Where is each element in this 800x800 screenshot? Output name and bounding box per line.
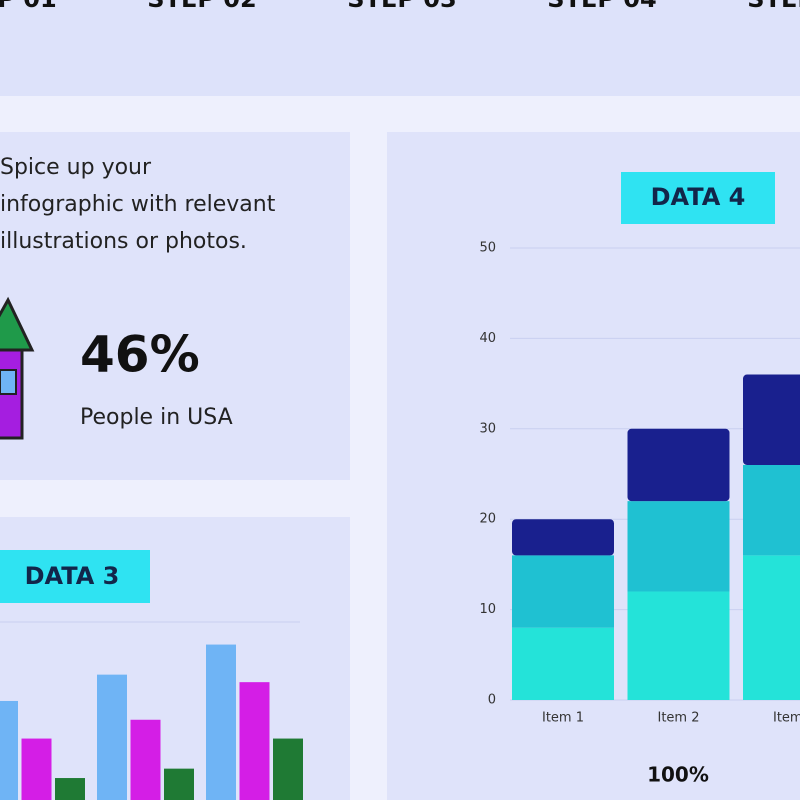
bar <box>273 738 303 800</box>
bar-segment <box>512 627 614 700</box>
bar-segment <box>512 519 614 556</box>
bar-segment <box>512 555 614 628</box>
chart-title: DATA 4 <box>651 183 746 211</box>
y-tick-label: 10 <box>479 602 496 617</box>
info-line: illustrations or photos. <box>0 229 247 254</box>
y-tick-label: 30 <box>479 421 496 436</box>
step: STEP 05 <box>747 0 800 13</box>
steps: STEP 01 STEP 02 STEP 03 STEP 04 STEP 05 <box>0 0 800 13</box>
house-illustration <box>0 296 35 440</box>
step: STEP 04 <box>547 0 656 13</box>
bar-segment <box>627 501 730 592</box>
x-tick-label: Item 1 <box>542 711 584 726</box>
info-line: Spice up your <box>0 155 152 180</box>
info-text: Spice up your infographic with relevant … <box>0 155 276 254</box>
bar <box>21 738 52 800</box>
y-tick-label: 0 <box>488 693 496 708</box>
bar-segment <box>743 555 800 700</box>
bar-segment <box>743 464 800 556</box>
info-line: infographic with relevant <box>0 192 276 217</box>
step: STEP 03 <box>347 0 456 13</box>
y-tick-label: 50 <box>479 241 496 256</box>
title-box <box>0 550 150 603</box>
step: STEP 01 <box>0 0 57 13</box>
bar <box>206 644 236 800</box>
bar <box>97 674 127 800</box>
chart-title: DATA 3 <box>25 562 120 590</box>
stat-label: People in USA <box>80 405 233 430</box>
bar-segment <box>627 428 730 502</box>
bar-segment <box>743 374 800 465</box>
y-tick-label: 20 <box>479 512 496 527</box>
stat: 46% <box>80 326 200 384</box>
bar <box>0 700 18 800</box>
x-tick-label: Item 2 <box>658 711 700 726</box>
bar <box>164 768 194 800</box>
y-tick-label: 40 <box>479 331 496 346</box>
x-tick-label: Item 3 <box>773 711 800 726</box>
bar <box>239 682 270 800</box>
bar <box>55 778 85 800</box>
title-box <box>621 172 775 224</box>
steps-band <box>0 0 800 96</box>
bar <box>130 719 161 800</box>
step: STEP 02 <box>147 0 256 13</box>
charts: 0 10 20 30 40 50 Item 1 Item 2 Item 3 <box>0 241 800 800</box>
info-card <box>0 132 350 480</box>
bar-segment <box>627 591 730 700</box>
chart-subtitle: 100% <box>647 763 709 787</box>
